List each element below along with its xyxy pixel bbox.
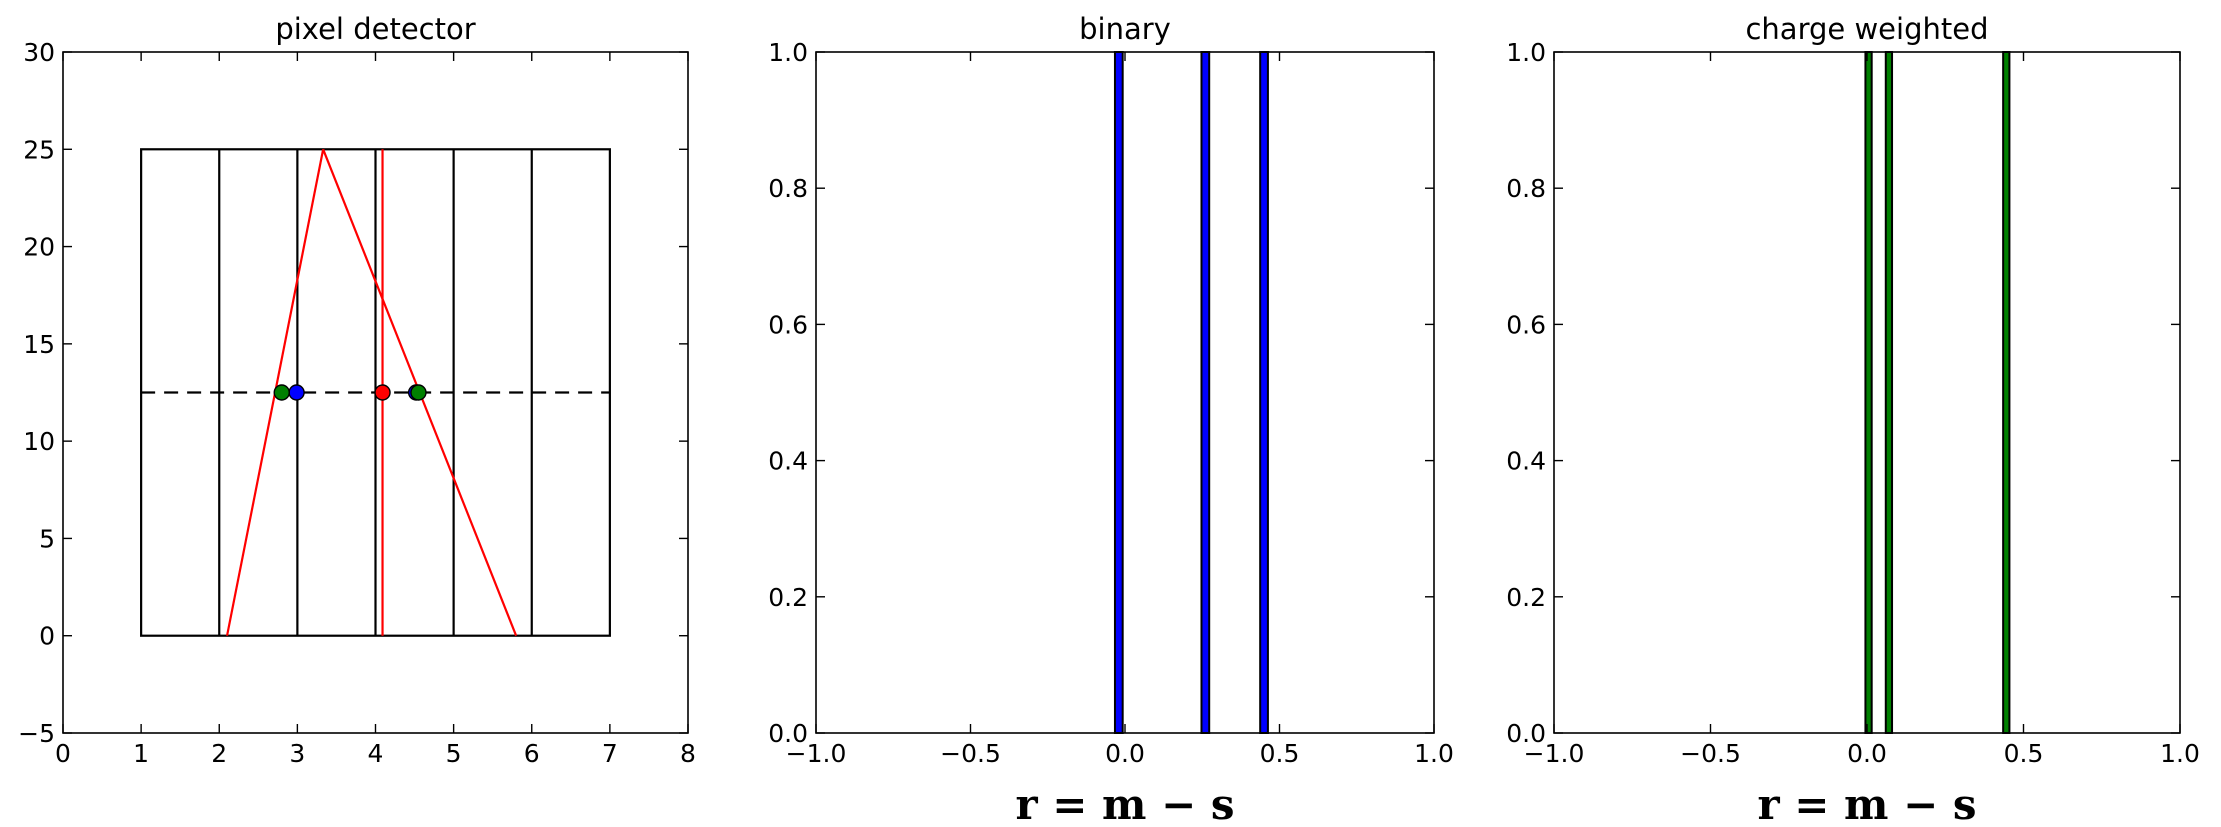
bar: [1864, 51, 1873, 734]
y-tick-label: 0.4: [768, 447, 808, 476]
chart-title: binary: [1079, 12, 1171, 46]
y-tick-label: 1.0: [768, 38, 808, 67]
bar: [1259, 51, 1269, 734]
x-tick-label: −1.0: [786, 739, 847, 768]
y-tick-label: 1.0: [1506, 38, 1546, 67]
y-tick-label: 20: [23, 233, 55, 262]
x-tick-label: 0.5: [2004, 739, 2044, 768]
x-tick-label: −1.0: [1524, 739, 1585, 768]
y-tick-label: 0.0: [1506, 719, 1546, 748]
hit-marker: [288, 384, 305, 401]
bar: [2002, 51, 2011, 734]
x-tick-label: 2: [211, 739, 227, 768]
x-tick-label: 0.5: [1260, 739, 1300, 768]
x-tick-label: 0.0: [1105, 739, 1145, 768]
y-tick-label: 30: [23, 38, 55, 67]
y-tick-label: 25: [23, 135, 55, 164]
x-tick-label: 4: [368, 739, 384, 768]
y-tick-label: 15: [23, 330, 55, 359]
x-tick-label: −0.5: [1680, 739, 1741, 768]
y-tick-label: 0.6: [768, 310, 808, 339]
y-tick-label: 0.2: [768, 583, 808, 612]
x-tick-label: 3: [289, 739, 305, 768]
y-tick-label: 0.6: [1506, 310, 1546, 339]
y-tick-label: 5: [39, 524, 55, 553]
axes-frame: [815, 51, 1435, 734]
hit-marker: [374, 384, 391, 401]
hit-marker: [410, 384, 427, 401]
x-tick-label: 1: [133, 739, 149, 768]
x-axis-label: r = m − s: [1015, 780, 1234, 827]
x-tick-label: 1.0: [1414, 739, 1454, 768]
chart-panel-2: charge weighted −1.0 −0.5 0.0 0.5 1.0 0.0 0.2 0.…: [1506, 12, 2200, 827]
x-tick-label: 0: [55, 739, 71, 768]
y-tick-label: 0.4: [1506, 447, 1546, 476]
x-tick-label: 8: [680, 739, 696, 768]
y-tick-label: −5: [18, 719, 55, 748]
x-tick-label: 7: [602, 739, 618, 768]
chart-panel-1: binary −1.0 −0.5 0.0 0.5 1.0 0.0 0.2 0.4 0.6 0.8 1.…: [768, 12, 1454, 827]
y-tick-label: 0.2: [1506, 583, 1546, 612]
hit-marker: [273, 384, 290, 401]
bar: [1200, 51, 1211, 734]
y-tick-label: 0.8: [1506, 174, 1546, 203]
x-tick-label: 5: [446, 739, 462, 768]
x-tick-label: 6: [524, 739, 540, 768]
y-tick-label: 0.8: [768, 174, 808, 203]
bar: [1113, 51, 1124, 734]
x-tick-label: −0.5: [940, 739, 1001, 768]
x-tick-label: 0.0: [1847, 739, 1887, 768]
y-tick-label: 10: [23, 427, 55, 456]
chart-title: charge weighted: [1745, 12, 1988, 46]
y-tick-label: 0.0: [768, 719, 808, 748]
x-tick-label: 1.0: [2160, 739, 2200, 768]
y-tick-label: 0: [39, 622, 55, 651]
bar: [1884, 51, 1894, 734]
chart-title: pixel detector: [275, 12, 475, 46]
x-axis-label: r = m − s: [1757, 780, 1976, 827]
